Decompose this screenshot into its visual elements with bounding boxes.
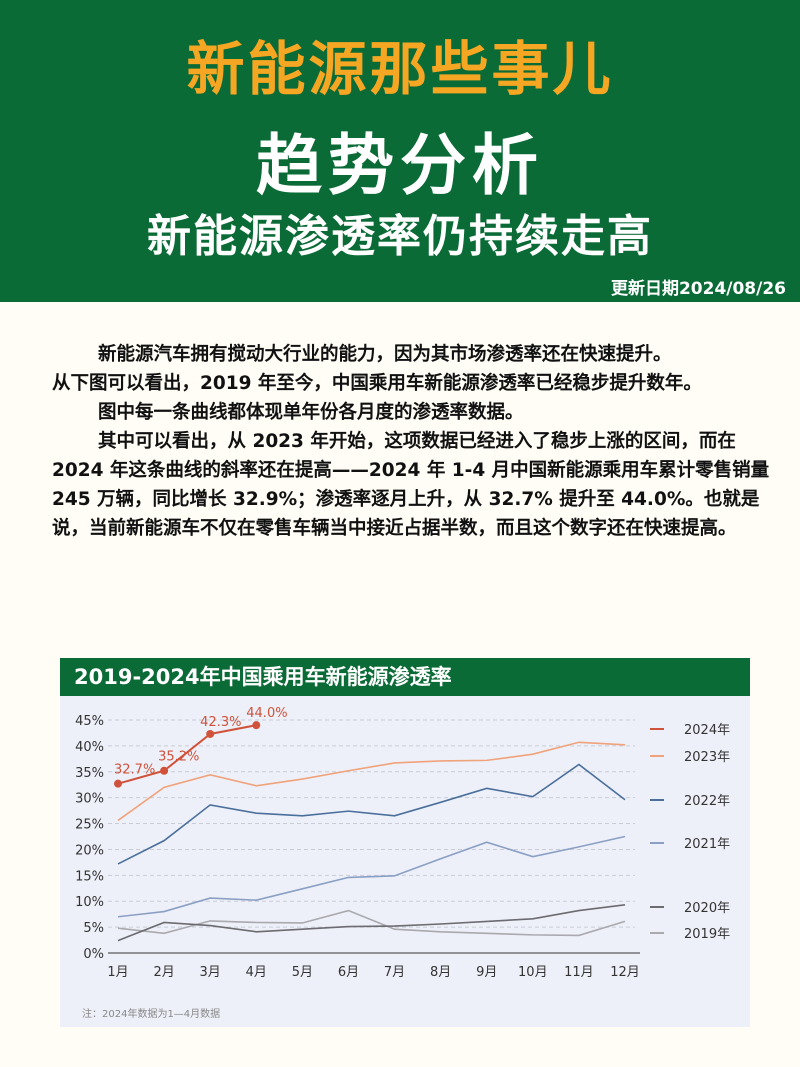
x-tick-label: 1月 — [107, 965, 128, 980]
data-label: 32.7% — [114, 763, 155, 778]
chart-title: 2019-2024年中国乘用车新能源渗透率 — [60, 658, 750, 696]
y-tick-label: 25% — [75, 818, 104, 833]
chart-note: 注：2024年数据为1—4月数据 — [82, 1009, 221, 1020]
header-banner: 新能源那些事儿 趋势分析 新能源渗透率仍持续走高 更新日期2024/08/26 — [0, 0, 800, 302]
data-label: 42.3% — [200, 715, 241, 730]
x-tick-label: 2月 — [153, 965, 174, 980]
line-chart: 0% 5% 10% 15% 20% 25% 30% 35% 40% 45% 1月 2月 3月 4月 5月 6月… — [75, 706, 730, 980]
x-tick-label: 11月 — [564, 965, 594, 980]
legend-label: 2019年 — [684, 927, 730, 942]
x-tick-label: 6月 — [338, 965, 359, 980]
series-title: 新能源那些事儿 — [186, 35, 614, 103]
legend-label: 2021年 — [684, 837, 730, 852]
data-point — [252, 721, 261, 730]
y-tick-label: 35% — [75, 766, 104, 781]
data-point — [160, 766, 169, 775]
y-tick-label: 0% — [83, 947, 104, 962]
legend-label: 2020年 — [684, 901, 730, 916]
chart-panel: 2019-2024年中国乘用车新能源渗透率 0% 5% 10% 15% 20% 25% 30… — [60, 658, 750, 1027]
x-tick-label: 8月 — [430, 965, 451, 980]
subtitle: 新能源渗透率仍持续走高 — [147, 211, 653, 262]
main-title: 趋势分析 — [256, 127, 544, 204]
x-tick-label: 12月 — [610, 965, 640, 980]
series-line — [117, 835, 626, 918]
y-tick-label: 45% — [75, 714, 104, 729]
y-tick-label: 20% — [75, 843, 104, 858]
y-tick-label: 30% — [75, 792, 104, 807]
data-label: 35.2% — [158, 750, 199, 765]
x-tick-label: 5月 — [292, 965, 313, 980]
data-label: 44.0% — [246, 706, 287, 721]
paragraph: 从下图可以看出，2019 年至今，中国乘用车新能源渗透率已经稳步提升数年。 — [52, 373, 702, 394]
y-tick-label: 15% — [75, 869, 104, 884]
data-point — [206, 729, 215, 738]
y-tick-label: 10% — [75, 895, 104, 910]
legend-label: 2024年 — [684, 723, 730, 738]
paragraph: 其中可以看出，从 2023 年开始，这项数据已经进入了稳步上涨的区间，而在 20… — [52, 431, 770, 539]
series-line — [117, 763, 626, 865]
update-date: 更新日期2024/08/26 — [610, 279, 786, 299]
data-point — [114, 779, 122, 788]
article-body: 新能源汽车拥有搅动大行业的能力，因为其市场渗透率还在快速提升。 从下图可以看出，… — [52, 340, 772, 543]
paragraph: 新能源汽车拥有搅动大行业的能力，因为其市场渗透率还在快速提升。 — [98, 344, 672, 365]
x-tick-label: 4月 — [246, 965, 267, 980]
paragraph: 图中每一条曲线都体现单年份各月度的渗透率数据。 — [98, 402, 524, 423]
x-tick-label: 10月 — [518, 965, 548, 980]
legend-label: 2022年 — [684, 794, 730, 809]
series-line — [117, 724, 257, 785]
series-line — [117, 904, 626, 942]
x-tick-label: 3月 — [200, 965, 221, 980]
x-tick-label: 7月 — [384, 965, 405, 980]
series-line — [117, 909, 626, 937]
series-line — [117, 741, 626, 822]
y-tick-label: 5% — [83, 921, 104, 936]
legend-label: 2023年 — [684, 750, 730, 765]
y-tick-label: 40% — [75, 740, 104, 755]
x-tick-label: 9月 — [476, 965, 497, 980]
